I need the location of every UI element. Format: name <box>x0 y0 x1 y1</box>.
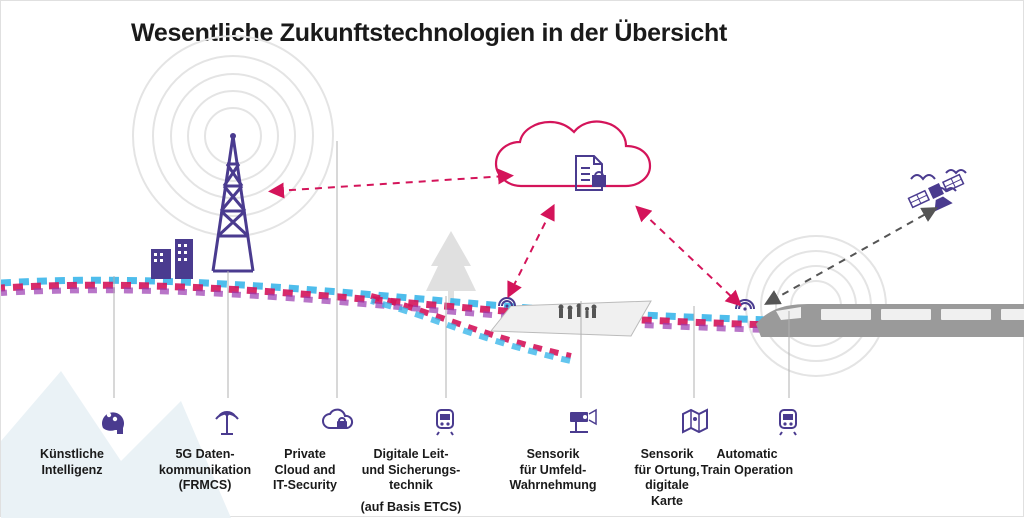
train-icon <box>736 300 1024 337</box>
label-cloud: PrivateCloud andIT-Security <box>250 447 360 494</box>
label-sens_env: Sensorikfür Umfeld-Wahrnehmung <box>498 447 608 494</box>
sens_env-icon <box>570 410 596 432</box>
tree-icon <box>426 231 476 303</box>
etcs-icon <box>437 410 453 435</box>
5g-icon <box>216 412 238 434</box>
cloud-icon <box>496 121 650 190</box>
sens_loc-icon <box>683 410 707 432</box>
ato-icon <box>780 410 796 435</box>
radio-tower <box>213 133 253 271</box>
label-etcs: Digitale Leit-und Sicherungs-technik(auf… <box>356 447 466 516</box>
label-5g: 5G Daten-kommunikation(FRMCS) <box>150 447 260 494</box>
label-ato: AutomaticTrain Operation <box>692 447 802 478</box>
mountain-bg <box>1 371 231 518</box>
level-crossing <box>491 298 651 336</box>
ki-icon <box>102 412 124 434</box>
label-ki: KünstlicheIntelligenz <box>17 447 127 478</box>
satellite-icon <box>908 174 969 219</box>
buildings-icon <box>151 239 193 279</box>
cloud-icon <box>323 410 352 429</box>
diagram-scene <box>1 1 1024 518</box>
technology-icons <box>102 410 796 435</box>
